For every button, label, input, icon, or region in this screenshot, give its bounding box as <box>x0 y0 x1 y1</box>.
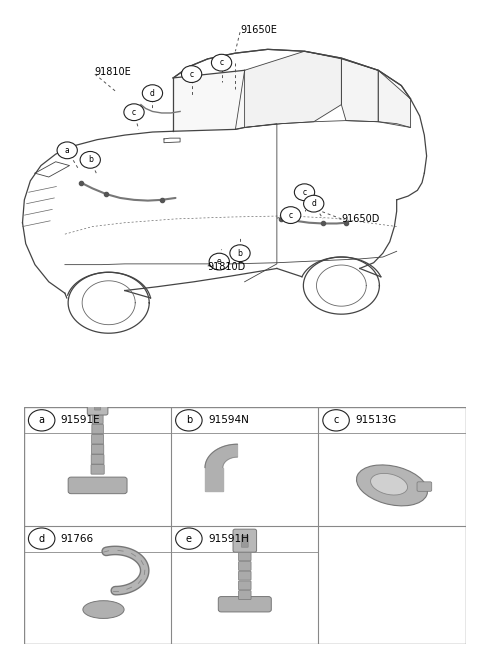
FancyBboxPatch shape <box>92 424 103 434</box>
Text: c: c <box>302 188 307 196</box>
Text: 91650E: 91650E <box>240 25 277 35</box>
Text: e: e <box>186 533 192 543</box>
FancyBboxPatch shape <box>239 591 251 599</box>
FancyBboxPatch shape <box>92 414 103 424</box>
Text: d: d <box>38 533 45 543</box>
Text: b: b <box>238 249 242 258</box>
Text: a: a <box>39 415 45 425</box>
FancyBboxPatch shape <box>91 464 104 474</box>
Text: 91766: 91766 <box>61 533 94 543</box>
Circle shape <box>323 410 349 431</box>
Polygon shape <box>341 59 378 122</box>
Circle shape <box>142 85 163 102</box>
Ellipse shape <box>371 474 408 495</box>
Text: b: b <box>186 415 192 425</box>
FancyBboxPatch shape <box>239 562 251 570</box>
Circle shape <box>57 142 77 159</box>
Circle shape <box>80 152 100 168</box>
Circle shape <box>230 245 250 261</box>
Ellipse shape <box>83 600 124 618</box>
Text: 91810E: 91810E <box>95 67 132 78</box>
Text: 91810D: 91810D <box>208 261 246 271</box>
Ellipse shape <box>357 465 428 506</box>
FancyBboxPatch shape <box>233 529 257 552</box>
Text: a: a <box>65 146 70 155</box>
Circle shape <box>209 253 229 270</box>
Circle shape <box>181 66 202 83</box>
Text: 91591H: 91591H <box>208 533 249 543</box>
Circle shape <box>280 207 301 223</box>
Circle shape <box>124 104 144 121</box>
Polygon shape <box>205 444 238 468</box>
FancyBboxPatch shape <box>241 535 248 547</box>
Text: 91591E: 91591E <box>61 415 100 425</box>
FancyBboxPatch shape <box>218 597 271 612</box>
Polygon shape <box>173 70 245 131</box>
Circle shape <box>303 195 324 212</box>
FancyBboxPatch shape <box>87 393 108 415</box>
Circle shape <box>294 184 315 200</box>
Text: c: c <box>334 415 339 425</box>
Text: c: c <box>190 70 193 79</box>
Text: e: e <box>217 257 222 266</box>
Text: b: b <box>88 155 93 164</box>
FancyBboxPatch shape <box>91 455 104 464</box>
Polygon shape <box>378 70 410 127</box>
FancyBboxPatch shape <box>239 581 251 590</box>
Text: 91594N: 91594N <box>208 415 249 425</box>
Text: 91513G: 91513G <box>355 415 396 425</box>
FancyBboxPatch shape <box>95 399 101 410</box>
Polygon shape <box>205 468 223 491</box>
Circle shape <box>211 55 232 71</box>
Circle shape <box>28 410 55 431</box>
Polygon shape <box>245 51 341 127</box>
Circle shape <box>176 410 202 431</box>
Text: c: c <box>219 58 224 67</box>
FancyBboxPatch shape <box>239 571 251 580</box>
Text: c: c <box>132 108 136 117</box>
Text: d: d <box>150 89 155 98</box>
FancyBboxPatch shape <box>417 482 432 491</box>
Text: c: c <box>288 211 293 219</box>
Text: 91650D: 91650D <box>341 214 380 224</box>
Text: d: d <box>312 199 316 208</box>
FancyBboxPatch shape <box>91 444 104 454</box>
Circle shape <box>28 528 55 549</box>
FancyBboxPatch shape <box>92 434 104 444</box>
Circle shape <box>176 528 202 549</box>
FancyBboxPatch shape <box>239 552 251 560</box>
FancyBboxPatch shape <box>68 477 127 493</box>
